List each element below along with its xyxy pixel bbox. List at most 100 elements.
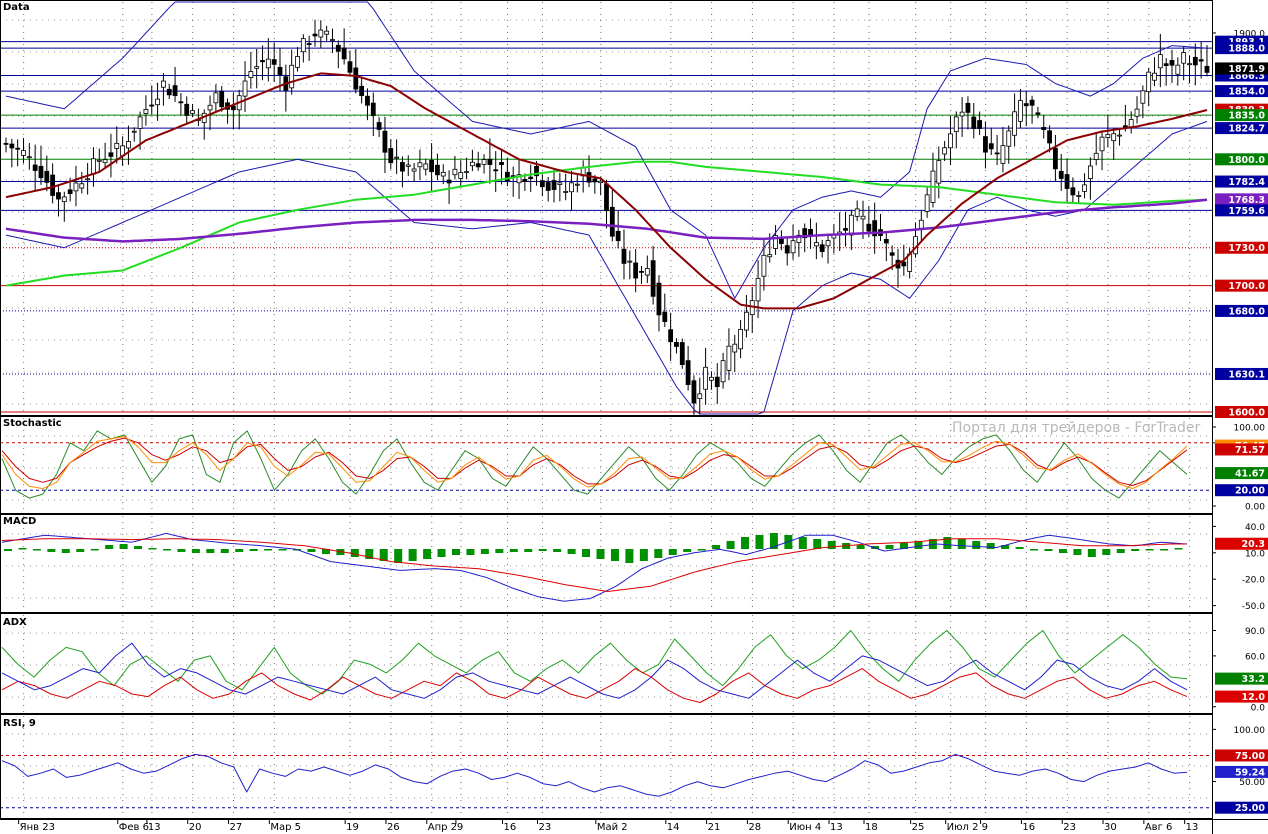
macd-histogram-bar xyxy=(1001,545,1010,549)
candle-body xyxy=(539,180,545,188)
candle-body xyxy=(376,122,382,130)
candle-body xyxy=(703,366,708,390)
date-tick-label: Авг 6 xyxy=(1145,822,1173,833)
candle-body xyxy=(1087,165,1093,179)
candle-body xyxy=(574,183,580,186)
candle-body xyxy=(359,85,365,96)
candle-body xyxy=(901,261,907,267)
candle-body xyxy=(598,180,604,184)
price-level-tag: 1768.3 xyxy=(1228,195,1265,206)
price-axis: 1900.01893.11888.01866.31854.01839.31835… xyxy=(1212,29,1268,814)
candle-body xyxy=(563,191,569,193)
pane-title-adx: ADX xyxy=(3,617,27,628)
candle-body xyxy=(365,95,370,106)
date-axis: Янв 23 Фев 613 20 27 Мар 5 19 26 Апр 2 9 16 23 Май … xyxy=(18,819,1198,833)
macd-histogram-bar xyxy=(4,549,12,551)
macd-histogram-bar xyxy=(986,543,995,549)
candle-body xyxy=(668,329,674,343)
date-tick-label: Фев 6 xyxy=(119,822,149,833)
candle-body xyxy=(784,245,790,254)
candle-body xyxy=(825,240,831,247)
candle-body xyxy=(347,61,353,73)
candle-body xyxy=(446,179,452,184)
candle-body xyxy=(1117,134,1122,137)
date-tick-label: 14 xyxy=(667,822,680,833)
candle-body xyxy=(50,174,56,196)
candle-body xyxy=(1198,59,1204,62)
candle-body xyxy=(382,130,388,153)
candle-body xyxy=(983,136,988,153)
adx-tag: 12.0 xyxy=(1242,692,1266,703)
price-level-tag-bg xyxy=(1215,42,1268,55)
date-tick-label: Июн 4 xyxy=(789,822,821,833)
bollinger-upper-line xyxy=(5,1,1208,299)
candle-body xyxy=(277,66,283,76)
price-level-tag: 1866.3 xyxy=(1228,71,1265,82)
macd-histogram-bar xyxy=(668,549,677,555)
candle-body xyxy=(161,80,166,88)
macd-histogram-bar xyxy=(856,545,865,549)
candle-body xyxy=(1140,90,1146,104)
candle-body xyxy=(545,182,551,191)
candle-body xyxy=(493,169,499,172)
candle-body xyxy=(557,182,563,185)
macd-histogram-bar xyxy=(32,549,41,551)
grid-layer xyxy=(0,2,1212,817)
macd-histogram-bar xyxy=(90,549,99,551)
candle-body xyxy=(318,29,324,38)
price-level-tag-bg xyxy=(1215,279,1268,292)
stochastic-tag-bg xyxy=(1215,467,1268,480)
date-tick-label: 13 xyxy=(148,822,161,833)
candle-body xyxy=(650,260,656,297)
macd-axis-label: -20.0 xyxy=(1242,576,1266,586)
current-price-tag-bg xyxy=(1215,62,1268,75)
candle-body xyxy=(977,120,983,129)
candle-body xyxy=(883,239,889,244)
adx-line xyxy=(1,630,1188,695)
candle-body xyxy=(609,206,615,237)
candle-body xyxy=(1163,63,1169,67)
date-tick-label: Июл 2 xyxy=(947,822,979,833)
candle-body xyxy=(627,260,633,263)
stochastic-tag-bg xyxy=(1215,484,1268,497)
candle-body xyxy=(1093,152,1099,160)
macd-histogram-bar xyxy=(307,549,316,552)
candle-body xyxy=(126,141,131,149)
macd-histogram-bar xyxy=(1174,548,1183,550)
candle-body xyxy=(959,111,965,117)
price-level-tag: 1782.4 xyxy=(1228,177,1265,188)
price-level-tag: 1700.0 xyxy=(1228,281,1265,292)
candle-body xyxy=(942,147,948,155)
pane-title-macd: MACD xyxy=(3,516,36,527)
candle-body xyxy=(44,170,50,183)
candle-body xyxy=(300,38,306,53)
price-level-tag-bg xyxy=(1215,175,1268,188)
rsi-axis-label: 100.00 xyxy=(1234,726,1266,736)
stochastic-axis-label: 0.00 xyxy=(1245,503,1265,513)
candle-body xyxy=(149,104,155,107)
candle-body xyxy=(1064,174,1070,189)
macd-histogram-bar xyxy=(567,549,576,554)
candle-body xyxy=(866,223,872,232)
candle-body xyxy=(761,254,767,277)
candle-body xyxy=(656,282,662,316)
price-axis-label: 1900.0 xyxy=(1234,29,1266,39)
macd-axis-label: 40.0 xyxy=(1245,523,1265,533)
candle-body xyxy=(709,376,714,381)
candle-body xyxy=(114,142,120,149)
macd-histogram-bar xyxy=(943,537,952,549)
candle-body xyxy=(330,39,335,41)
candle-body xyxy=(848,214,854,236)
candle-body xyxy=(1070,187,1076,196)
candle-body xyxy=(697,393,703,399)
candle-body xyxy=(773,235,778,249)
price-level-tag: 1730.0 xyxy=(1228,243,1265,254)
candle-body xyxy=(353,67,359,90)
candle-body xyxy=(953,116,959,132)
candle-body xyxy=(312,33,318,37)
candle-body xyxy=(860,215,866,220)
macd-histogram-bar xyxy=(220,549,229,553)
candle-body xyxy=(534,165,539,177)
macd-histogram-bar xyxy=(972,541,981,549)
